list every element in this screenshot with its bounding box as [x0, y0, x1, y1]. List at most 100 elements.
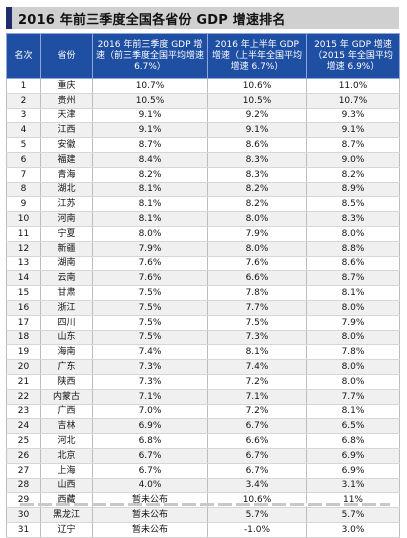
table-row: 16 浙江 7.5% 7.7% 8.0% — [6, 300, 400, 316]
h1-2016-growth-cell: 7.7% — [207, 300, 307, 316]
rank-cell: 12 — [6, 241, 41, 257]
rank-cell: 1 — [6, 78, 41, 94]
q3-2016-growth-cell: 9.1% — [92, 122, 208, 139]
province-cell: 浙江 — [40, 300, 93, 316]
rank-cell: 23 — [6, 404, 41, 420]
q3-2016-growth-cell: 9.1% — [92, 108, 208, 124]
table-row: 8 湖北 8.1% 8.2% 8.9% — [6, 182, 400, 198]
q3-2016-growth-cell: 6.7% — [92, 448, 208, 464]
growth-2015-cell: 8.0% — [306, 359, 400, 375]
q3-2016-growth-cell: 7.9% — [92, 241, 208, 257]
q3-2016-growth-cell: 7.4% — [92, 344, 208, 361]
table-row: 27 上海 6.7% 6.7% 6.9% — [6, 463, 400, 479]
growth-2015-cell: 8.0% — [306, 330, 400, 346]
h1-2016-growth-cell: 10.5% — [207, 93, 307, 109]
h1-2016-growth-cell: 7.9% — [207, 226, 307, 242]
growth-2015-cell: 6.9% — [306, 463, 400, 479]
rank-cell: 26 — [6, 448, 41, 464]
table-row: 20 广东 7.3% 7.4% 8.0% — [6, 359, 400, 375]
rank-cell: 4 — [6, 122, 41, 139]
table-row: 3 天津 9.1% 9.2% 9.3% — [6, 108, 400, 124]
h1-2016-growth-cell: 6.7% — [207, 463, 307, 479]
table-body: 1 重庆 10.7% 10.6% 11.0% 2 贵州 10.5% 10.5% 10.7% 3 天津 9… — [6, 78, 400, 538]
h1-2016-growth-cell: 7.3% — [207, 330, 307, 346]
h1-2016-growth-cell: 7.4% — [207, 359, 307, 375]
growth-2015-cell: 8.9% — [306, 182, 400, 198]
table-row: 10 河南 8.1% 8.0% 8.3% — [6, 211, 400, 227]
province-cell: 新疆 — [40, 241, 93, 257]
q3-2016-growth-cell: 7.3% — [92, 374, 208, 390]
rank-cell: 7 — [6, 167, 41, 183]
province-cell: 湖南 — [40, 256, 93, 272]
growth-2015-cell: 9.0% — [306, 152, 400, 168]
growth-2015-cell: 8.0% — [306, 374, 400, 390]
q3-2016-growth-cell: 4.0% — [92, 478, 208, 494]
gdp-ranking-table: 名次 省份 2016 年前三季度 GDP 增速（前三季度全国平均增速 6.7%）… — [6, 33, 400, 538]
header-rank: 名次 — [6, 33, 41, 79]
header-province: 省份 — [40, 33, 93, 79]
growth-2015-cell: 10.7% — [306, 93, 400, 109]
province-cell: 福建 — [40, 152, 93, 168]
table-row: 14 云南 7.6% 6.6% 8.7% — [6, 270, 400, 287]
q3-2016-growth-cell: 8.4% — [92, 152, 208, 168]
rank-cell: 18 — [6, 330, 41, 346]
h1-2016-growth-cell: 7.5% — [207, 315, 307, 331]
growth-2015-cell: 8.5% — [306, 196, 400, 213]
province-cell: 甘肃 — [40, 285, 93, 301]
table-row: 25 河北 6.8% 6.6% 6.8% — [6, 433, 400, 449]
rank-cell: 6 — [6, 152, 41, 168]
table-row: 1 重庆 10.7% 10.6% 11.0% — [6, 78, 400, 94]
rank-cell: 10 — [6, 211, 41, 227]
q3-2016-growth-cell: 10.7% — [92, 78, 208, 94]
rank-cell: 2 — [6, 93, 41, 109]
title-accent-bar — [6, 7, 12, 29]
growth-2015-cell: 7.7% — [306, 389, 400, 405]
rank-cell: 11 — [6, 226, 41, 242]
province-cell: 天津 — [40, 108, 93, 124]
rank-cell: 27 — [6, 463, 41, 479]
rank-cell: 21 — [6, 374, 41, 390]
table-row: 28 山西 4.0% 3.4% 3.1% — [6, 478, 400, 494]
table-row: 2 贵州 10.5% 10.5% 10.7% — [6, 93, 400, 109]
h1-2016-growth-cell: -1.0% — [207, 522, 307, 538]
growth-2015-cell: 9.1% — [306, 122, 400, 139]
growth-2015-cell: 8.1% — [306, 285, 400, 301]
rank-cell: 22 — [6, 389, 41, 405]
h1-2016-growth-cell: 8.3% — [207, 167, 307, 183]
q3-2016-growth-cell: 6.7% — [92, 463, 208, 479]
growth-2015-cell: 6.9% — [306, 448, 400, 464]
header-2015: 2015 年 GDP 增速（2015 年全国平均增速 6.9%） — [306, 33, 400, 79]
rank-cell: 15 — [6, 285, 41, 301]
rank-cell: 24 — [6, 418, 41, 435]
growth-2015-cell: 8.3% — [306, 211, 400, 227]
table-header-row: 名次 省份 2016 年前三季度 GDP 增速（前三季度全国平均增速 6.7%）… — [6, 33, 400, 79]
h1-2016-growth-cell: 3.4% — [207, 478, 307, 494]
q3-2016-growth-cell: 7.6% — [92, 270, 208, 287]
q3-2016-growth-cell: 8.2% — [92, 167, 208, 183]
q3-2016-growth-cell: 8.0% — [92, 226, 208, 242]
h1-2016-growth-cell: 8.3% — [207, 152, 307, 168]
growth-2015-cell: 7.9% — [306, 315, 400, 331]
table-row: 21 陕西 7.3% 7.2% 8.0% — [6, 374, 400, 390]
rank-cell: 8 — [6, 182, 41, 198]
province-cell: 内蒙古 — [40, 389, 93, 405]
table-row: 7 青海 8.2% 8.3% 8.2% — [6, 167, 400, 183]
rank-cell: 31 — [6, 522, 41, 538]
growth-2015-cell: 8.0% — [306, 300, 400, 316]
table-row: 26 北京 6.7% 6.7% 6.9% — [6, 448, 400, 464]
province-cell: 吉林 — [40, 418, 93, 435]
q3-2016-growth-cell: 7.6% — [92, 256, 208, 272]
footnote-faded-text — [20, 503, 390, 506]
province-cell: 贵州 — [40, 93, 93, 109]
q3-2016-growth-cell: 7.0% — [92, 404, 208, 420]
table-row: 23 广西 7.0% 7.2% 8.1% — [6, 404, 400, 420]
rank-cell: 20 — [6, 359, 41, 375]
h1-2016-growth-cell: 9.1% — [207, 122, 307, 139]
h1-2016-growth-cell: 7.8% — [207, 285, 307, 301]
growth-2015-cell: 6.8% — [306, 433, 400, 449]
growth-2015-cell: 6.5% — [306, 418, 400, 435]
q3-2016-growth-cell: 7.5% — [92, 300, 208, 316]
q3-2016-growth-cell: 8.1% — [92, 182, 208, 198]
rank-cell: 25 — [6, 433, 41, 449]
h1-2016-growth-cell: 9.2% — [207, 108, 307, 124]
